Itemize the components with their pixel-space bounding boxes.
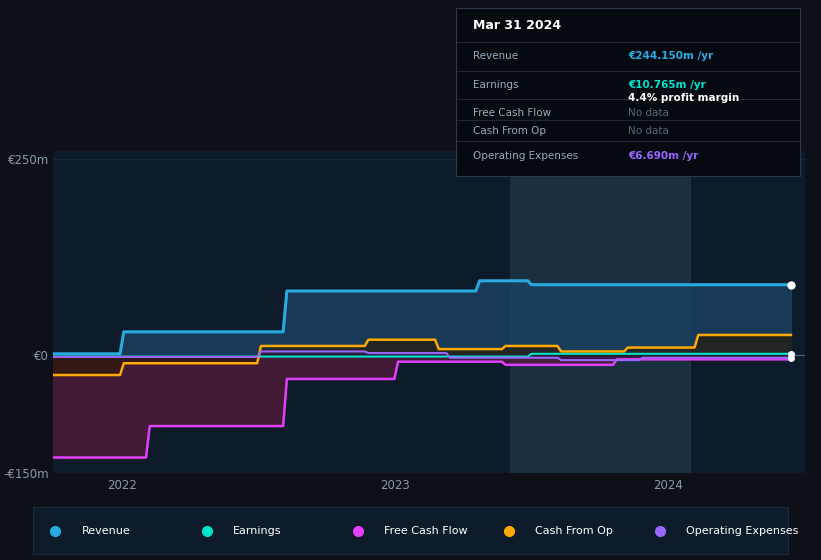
Text: Free Cash Flow: Free Cash Flow (384, 526, 468, 535)
Text: Cash From Op: Cash From Op (535, 526, 613, 535)
Text: €6.690m /yr: €6.690m /yr (628, 151, 699, 161)
Text: Revenue: Revenue (82, 526, 131, 535)
Text: Operating Expenses: Operating Expenses (686, 526, 799, 535)
Text: €10.765m /yr: €10.765m /yr (628, 80, 706, 90)
Text: No data: No data (628, 109, 669, 118)
Text: No data: No data (628, 126, 669, 136)
Text: Earnings: Earnings (473, 80, 518, 90)
Text: 4.4% profit margin: 4.4% profit margin (628, 94, 740, 103)
Text: Revenue: Revenue (473, 52, 518, 61)
Text: Earnings: Earnings (233, 526, 282, 535)
Text: Operating Expenses: Operating Expenses (473, 151, 578, 161)
Text: Mar 31 2024: Mar 31 2024 (473, 18, 561, 32)
Text: Free Cash Flow: Free Cash Flow (473, 109, 551, 118)
Text: €244.150m /yr: €244.150m /yr (628, 52, 713, 61)
Bar (510, 151, 690, 473)
Text: Cash From Op: Cash From Op (473, 126, 546, 136)
